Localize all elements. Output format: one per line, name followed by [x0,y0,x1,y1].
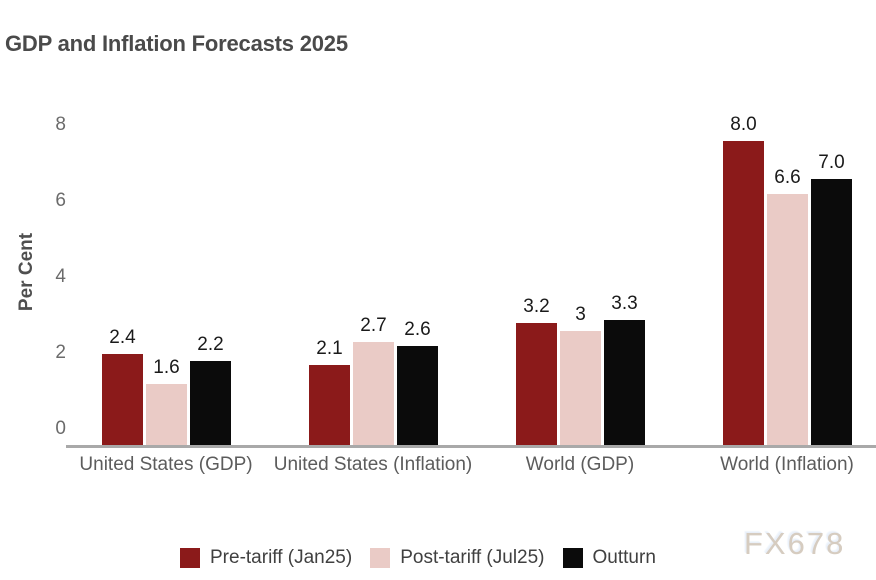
legend-swatch [562,548,583,568]
legend-label: Outturn [592,547,656,568]
bar [767,194,808,445]
bar-value-label: 8.0 [730,114,757,135]
bar [353,342,394,445]
bar-value-label: 2.4 [109,327,136,348]
legend-swatch [180,548,200,568]
bar [604,320,645,445]
bar-value-label: 6.6 [774,167,801,188]
bar [397,346,438,445]
legend-item: Outturn [562,547,656,569]
legend-label: Pre-tariff (Jan25) [210,547,353,568]
y-tick-label: 6 [55,190,66,211]
bar-value-label: 7.0 [818,152,845,173]
bar-value-label: 3.2 [523,296,550,317]
bar [811,179,852,445]
bar [560,331,601,445]
category-label: United States (Inflation) [273,454,473,475]
category-label: United States (GDP) [79,454,253,475]
bar-value-label: 3.3 [611,293,638,314]
bar-value-label: 2.7 [360,315,387,336]
legend-label: Post-tariff (Jul25) [400,547,545,568]
y-tick-label: 4 [55,266,66,287]
y-tick-label: 8 [55,114,66,135]
legend-item: Post-tariff (Jul25) [370,547,545,569]
watermark: FX678 [744,526,846,561]
category-label: World (Inflation) [720,454,854,475]
bar-value-label: 2.6 [404,319,431,340]
bar-value-label: 2.1 [316,338,343,359]
bar [102,354,143,445]
bar [190,361,231,445]
bar-value-label: 3 [575,304,586,325]
y-tick-label: 2 [55,342,66,363]
bar-value-label: 2.2 [197,334,224,355]
legend: Pre-tariff (Jan25) Post-tariff (Jul25) Out… [180,547,656,569]
legend-swatch [370,548,391,568]
bar [146,384,187,445]
bar [723,141,764,445]
category-label: World (GDP) [525,454,635,475]
chart-title: GDP and Inflation Forecasts 2025 [5,31,348,56]
bar [516,323,557,445]
x-axis-baseline [66,445,876,448]
legend-item: Pre-tariff (Jan25) [180,547,352,569]
bar [309,365,350,445]
y-tick-label: 0 [55,418,66,439]
bar-value-label: 1.6 [153,357,180,378]
